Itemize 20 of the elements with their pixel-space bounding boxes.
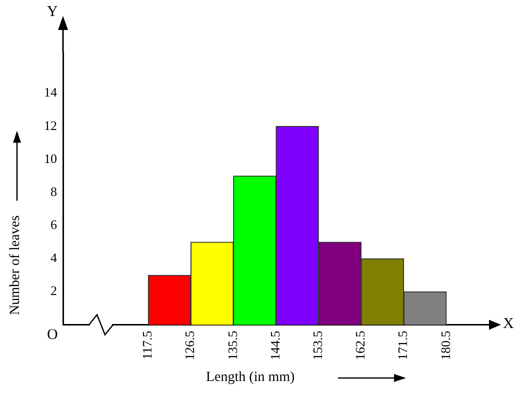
x-tick-label: 144.5 — [267, 330, 282, 360]
x-tick-label: 117.5 — [140, 330, 155, 360]
x-tick-label: 126.5 — [182, 330, 198, 360]
y-tick-label: 4 — [50, 250, 58, 266]
x-tick-label: 171.5 — [395, 330, 410, 360]
x-tick-label: 153.5 — [310, 330, 326, 360]
text: X — [503, 316, 514, 333]
text: O — [47, 326, 58, 344]
y-tick-label: 14 — [44, 84, 58, 100]
y-tick-label: 6 — [50, 216, 58, 232]
x-tick-label: 135.5 — [224, 330, 240, 360]
y-axis-title: Number of leaves — [8, 215, 24, 315]
y-tick-label: 10 — [44, 150, 57, 166]
x-axis-title: Length (in mm) — [206, 370, 295, 386]
y-tick-label: 2 — [50, 283, 57, 298]
x-tick-label: 162.5 — [352, 330, 368, 360]
x-tick-label: 180.5 — [438, 330, 453, 360]
y-tick-label: 8 — [50, 184, 57, 199]
y-tick-label: 12 — [44, 118, 57, 133]
text: Y — [47, 4, 58, 21]
